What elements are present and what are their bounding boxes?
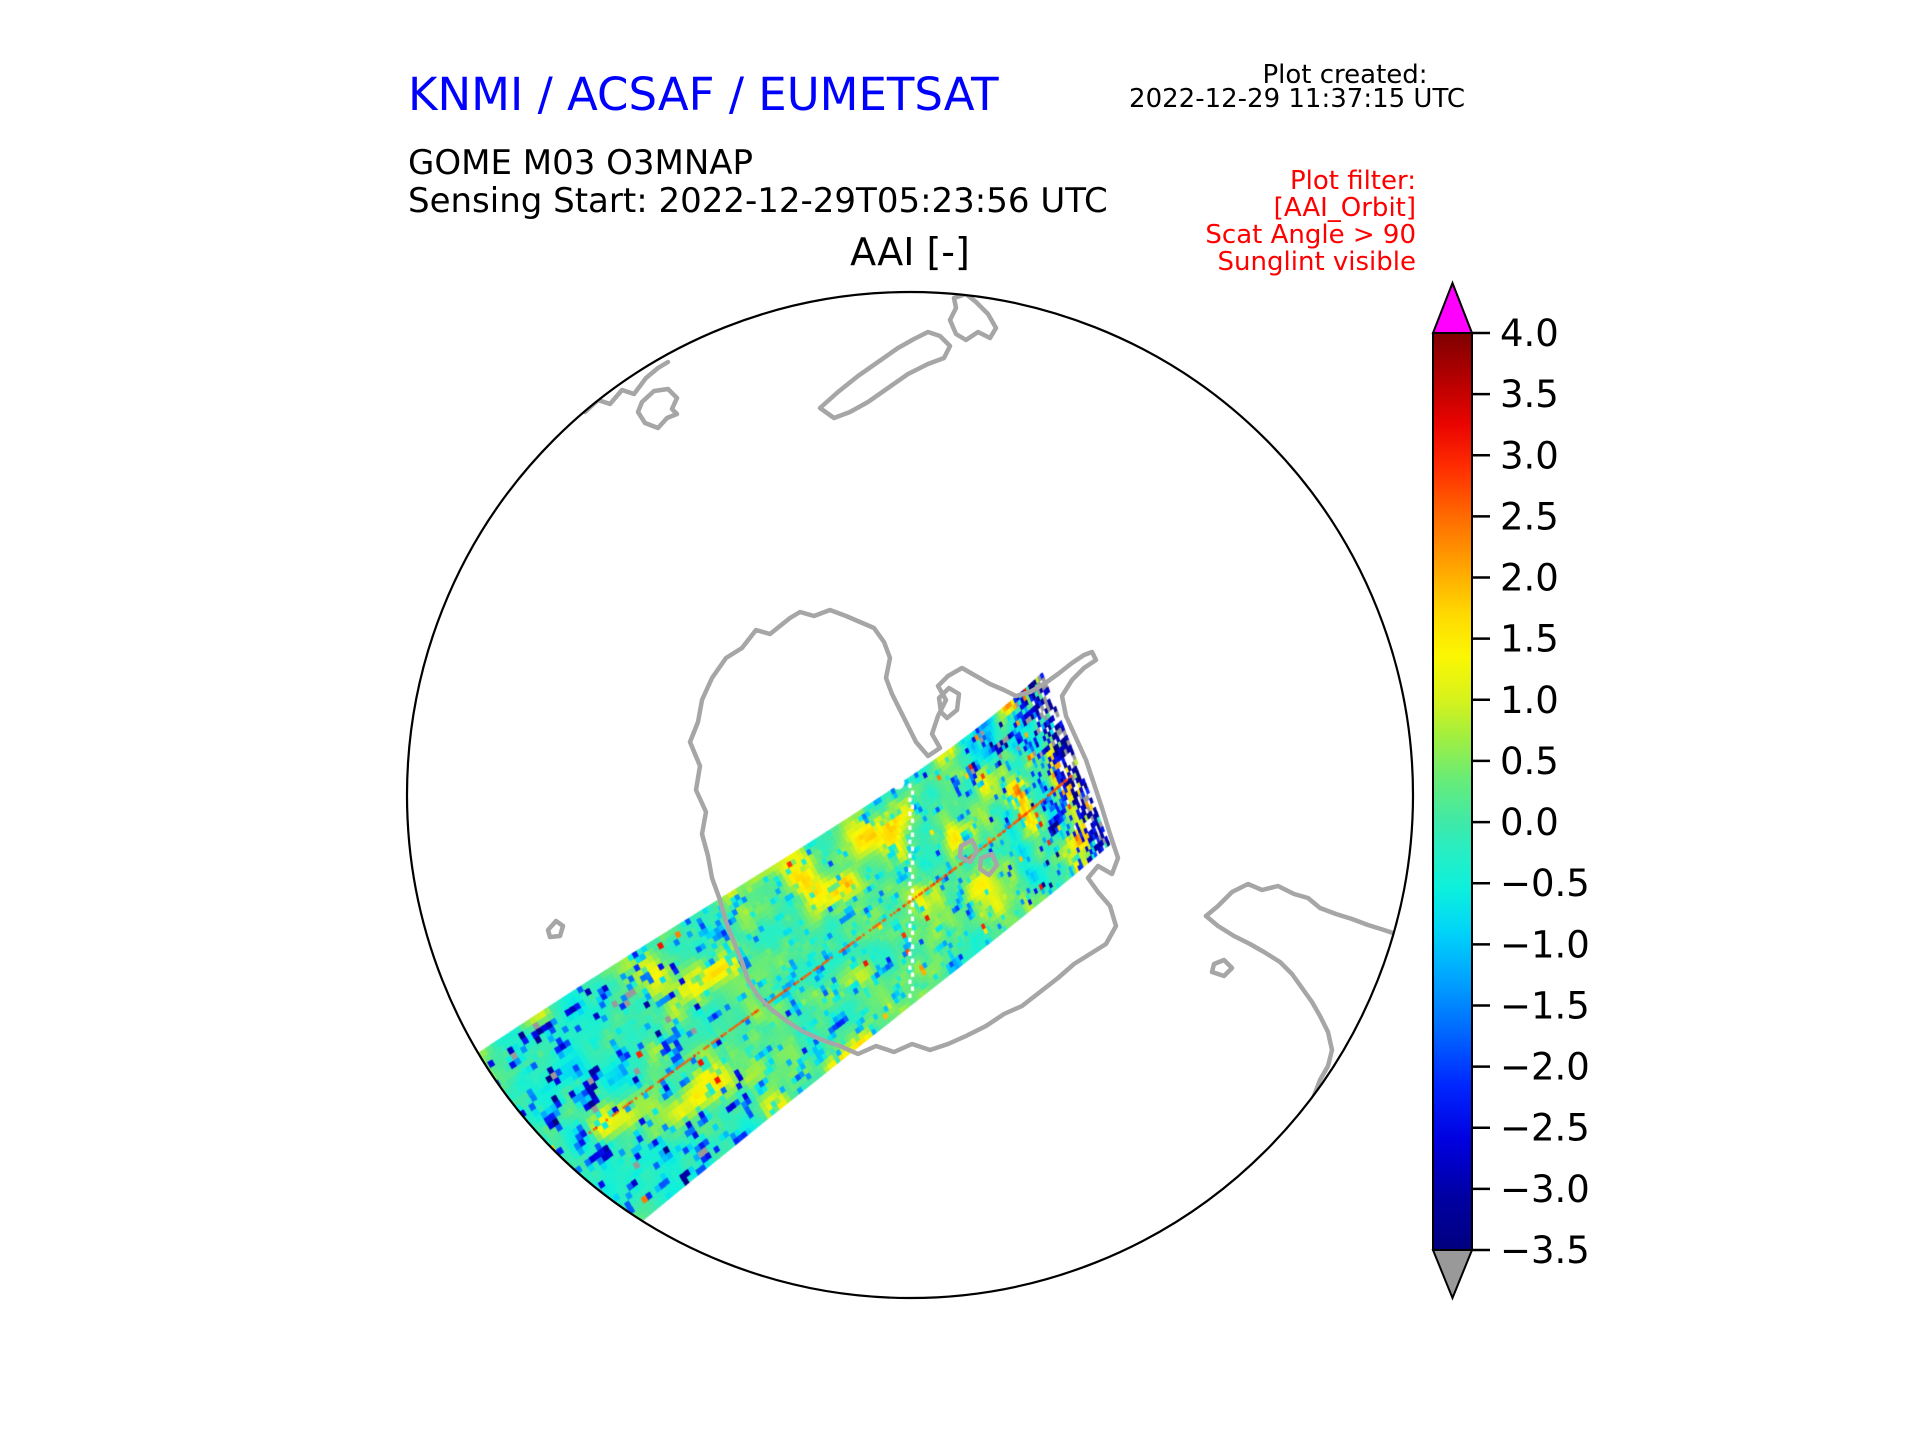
coast-new-zealand-south [817,329,953,421]
colorbar-tick-label: −3.0 [1500,1168,1590,1211]
colorbar-tick-label: 0.0 [1500,801,1559,844]
colorbar-under-arrow [1431,1249,1474,1301]
coast-new-zealand-north [947,292,999,343]
colorbar-gradient-bar [1432,332,1473,1251]
coast-south-america-east [1203,913,1335,1111]
coast-peninsula-island [936,685,962,721]
coast-antarctica [687,607,1121,1057]
colorbar-tick-label: 2.0 [1500,557,1559,600]
coast-tasmania [635,386,680,431]
coast-falkland-island [1209,957,1235,979]
colorbar-tick-label: −2.5 [1500,1107,1590,1150]
colorbar-tick-label: 2.5 [1500,495,1559,538]
colorbar-ticks: 4.0 3.5 3.0 2.5 2.0 1.5 1.0 0.5 0.0 −0.5 −1.0 −1.5 −… [1472,312,1590,1272]
colorbar-tick-label: −1.5 [1500,984,1590,1027]
colorbar-tick-label: −2.0 [1500,1046,1590,1089]
coast-south-america-north [1203,881,1399,937]
colorbar-tick-label: 3.5 [1500,373,1559,416]
colorbar-over-arrow [1431,280,1474,334]
colorbar-tick-label: −3.5 [1500,1229,1590,1272]
colorbar-tick-label: 1.0 [1500,679,1559,722]
coast-island-loop-b [977,851,1000,878]
coast-small-island-west [545,918,566,940]
colorbar-tick-label: −1.0 [1500,923,1590,966]
colorbar-tick-label: 1.5 [1500,618,1559,661]
colorbar-tick-label: 3.0 [1500,434,1559,477]
coast-island-loop-a [957,837,980,865]
colorbar-tick-label: −0.5 [1500,862,1590,905]
coast-australia-tip [582,359,671,415]
colorbar-tick-label: 0.5 [1500,740,1559,783]
colorbar: 4.0 3.5 3.0 2.5 2.0 1.5 1.0 0.5 0.0 −0.5 −1.0 −1.5 −… [1431,280,1590,1301]
globe-outline [405,290,1415,1300]
coastlines-layer [545,292,1399,1111]
colorbar-tick-label: 4.0 [1500,312,1559,355]
